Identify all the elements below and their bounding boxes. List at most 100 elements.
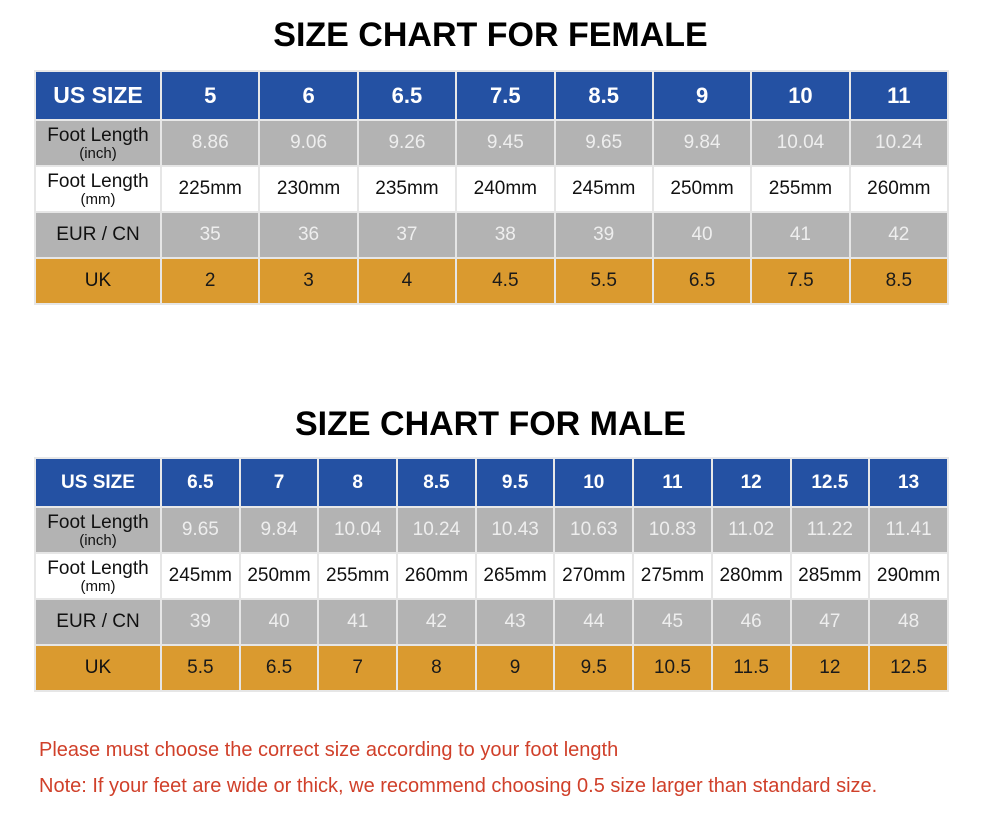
- cell-uk: 12.5: [868, 644, 949, 692]
- cell-inch: 9.45: [455, 119, 556, 167]
- cell-mm: 250mm: [238, 552, 320, 600]
- cell-mm: 275mm: [632, 552, 713, 600]
- male-row-eur: EUR / CN 39 40 41 42 43 44 45 46 47 48: [34, 598, 949, 646]
- male-row-inch: Foot Length (inch) 9.65 9.84 10.04 10.24 10.43…: [34, 506, 949, 554]
- cell-uk: 5.5: [553, 257, 654, 305]
- cell-mm: 290mm: [868, 552, 949, 600]
- cell-uk: 8.5: [848, 257, 950, 305]
- cell-eur: 37: [356, 211, 458, 259]
- cell-inch: 9.65: [160, 506, 241, 554]
- cell-uk: 5.5: [160, 644, 241, 692]
- cell-eur: 39: [160, 598, 241, 646]
- cell-uk: 6.5: [651, 257, 753, 305]
- cell-us: 9.5: [474, 457, 556, 508]
- cell-mm: 250mm: [651, 165, 753, 213]
- cell-us: 6: [258, 70, 359, 121]
- cell-mm: 235mm: [356, 165, 458, 213]
- row-label-text: Foot Length: [47, 557, 149, 579]
- row-label-text: (inch): [79, 531, 117, 549]
- row-label: US SIZE: [34, 70, 162, 121]
- cell-eur: 41: [317, 598, 399, 646]
- male-chart-title: SIZE CHART FOR MALE: [295, 405, 686, 443]
- cell-uk: 10.5: [632, 644, 713, 692]
- wide-feet-note: Note: If your feet are wide or thick, we…: [39, 775, 878, 797]
- cell-inch: 11.41: [868, 506, 949, 554]
- row-label: EUR / CN: [34, 211, 162, 259]
- row-label: EUR / CN: [34, 598, 162, 646]
- cell-eur: 42: [848, 211, 950, 259]
- male-row-us: US SIZE 6.5 7 8 8.5 9.5 10 11 12 12.5 13: [34, 457, 949, 508]
- cell-uk: 11.5: [710, 644, 792, 692]
- row-label-text: (inch): [79, 144, 117, 162]
- size-instruction-note: Please must choose the correct size acco…: [39, 739, 619, 761]
- cell-uk: 4: [356, 257, 458, 305]
- cell-inch: 10.63: [553, 506, 635, 554]
- cell-mm: 285mm: [789, 552, 871, 600]
- female-row-inch: Foot Length (inch) 8.86 9.06 9.26 9.45 9.65 9.8…: [34, 119, 950, 167]
- cell-inch: 10.04: [317, 506, 399, 554]
- row-label: Foot Length (mm): [34, 552, 162, 600]
- cell-uk: 3: [258, 257, 359, 305]
- cell-uk: 7: [317, 644, 399, 692]
- cell-uk: 7.5: [750, 257, 851, 305]
- row-label: Foot Length (inch): [34, 119, 162, 167]
- cell-us: 7.5: [455, 70, 556, 121]
- row-label: Foot Length (mm): [34, 165, 162, 213]
- male-row-mm: Foot Length (mm) 245mm 250mm 255mm 260mm 265mm…: [34, 552, 949, 600]
- cell-eur: 40: [651, 211, 753, 259]
- cell-inch: 9.84: [651, 119, 753, 167]
- cell-eur: 40: [238, 598, 320, 646]
- cell-inch: 10.24: [848, 119, 950, 167]
- row-label-text: Foot Length: [47, 511, 149, 533]
- cell-us: 7: [238, 457, 320, 508]
- cell-uk: 4.5: [455, 257, 556, 305]
- row-label-text: Foot Length: [47, 170, 149, 192]
- cell-mm: 260mm: [848, 165, 950, 213]
- cell-uk: 9.5: [553, 644, 635, 692]
- cell-mm: 230mm: [258, 165, 359, 213]
- row-label-text: UK: [84, 657, 112, 678]
- row-label-text: UK: [84, 270, 112, 291]
- female-row-mm: Foot Length (mm) 225mm 230mm 235mm 240mm 245mm…: [34, 165, 950, 213]
- cell-uk: 9: [474, 644, 556, 692]
- cell-mm: 255mm: [317, 552, 399, 600]
- male-size-table: US SIZE 6.5 7 8 8.5 9.5 10 11 12 12.5 13 Foot Lengt…: [34, 457, 949, 692]
- cell-eur: 42: [396, 598, 477, 646]
- row-label: Foot Length (inch): [34, 506, 162, 554]
- row-label: UK: [34, 644, 162, 692]
- cell-us: 6.5: [160, 457, 241, 508]
- cell-inch: 10.43: [474, 506, 556, 554]
- female-row-uk: UK 2 3 4 4.5 5.5 6.5 7.5 8.5: [34, 257, 950, 305]
- cell-us: 5: [159, 70, 261, 121]
- cell-eur: 38: [455, 211, 556, 259]
- row-label-text: (mm): [80, 577, 116, 595]
- cell-us: 8: [317, 457, 399, 508]
- cell-us: 9: [651, 70, 753, 121]
- cell-us: 11: [848, 70, 950, 121]
- cell-mm: 245mm: [160, 552, 241, 600]
- cell-eur: 36: [258, 211, 359, 259]
- cell-eur: 46: [710, 598, 792, 646]
- cell-mm: 280mm: [710, 552, 792, 600]
- cell-mm: 240mm: [455, 165, 556, 213]
- row-label-text: US SIZE: [61, 471, 135, 493]
- cell-uk: 2: [159, 257, 261, 305]
- cell-inch: 10.83: [632, 506, 713, 554]
- cell-inch: 11.02: [710, 506, 792, 554]
- cell-us: 12: [710, 457, 792, 508]
- female-chart-title: SIZE CHART FOR FEMALE: [273, 16, 708, 54]
- row-label-text: (mm): [80, 190, 116, 208]
- cell-eur: 48: [868, 598, 949, 646]
- cell-inch: 10.24: [396, 506, 477, 554]
- cell-us: 6.5: [356, 70, 458, 121]
- cell-us: 12.5: [789, 457, 871, 508]
- cell-us: 11: [632, 457, 713, 508]
- cell-us: 8.5: [396, 457, 477, 508]
- female-row-us: US SIZE 5 6 6.5 7.5 8.5 9 10 11: [34, 70, 950, 121]
- cell-eur: 45: [632, 598, 713, 646]
- cell-us: 10: [553, 457, 635, 508]
- cell-uk: 6.5: [238, 644, 320, 692]
- cell-us: 8.5: [553, 70, 654, 121]
- male-row-uk: UK 5.5 6.5 7 8 9 9.5 10.5 11.5 12 12.5: [34, 644, 949, 692]
- cell-mm: 265mm: [474, 552, 556, 600]
